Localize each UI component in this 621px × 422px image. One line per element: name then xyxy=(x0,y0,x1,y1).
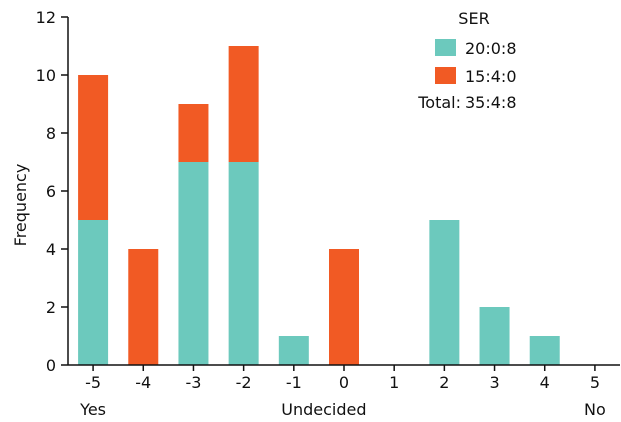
x-tick-label: -4 xyxy=(135,373,151,392)
bar--3-series-1 xyxy=(178,104,209,162)
bar-3-series-0 xyxy=(479,307,510,365)
x-tick-label: -2 xyxy=(236,373,252,392)
x-tick-label: 4 xyxy=(540,373,550,392)
x-annotation-undecided: Undecided xyxy=(281,400,366,419)
x-tick-label: -3 xyxy=(185,373,201,392)
legend-total-value: 35:4:8 xyxy=(465,93,517,112)
y-tick-label: 8 xyxy=(46,124,56,143)
bar-2-series-0 xyxy=(429,220,460,365)
x-tick-label: 5 xyxy=(590,373,600,392)
bar--1-series-0 xyxy=(278,336,309,365)
legend-label-15-4-0: 15:4:0 xyxy=(465,67,517,86)
bars-group xyxy=(78,46,560,365)
legend-total-label: Total: xyxy=(417,93,461,112)
x-axis-ticks: -5 -4 -3 -2 -1 0 1 2 3 4 5 xyxy=(85,365,600,392)
x-tick-label: -1 xyxy=(286,373,302,392)
bar--5-series-0 xyxy=(78,220,109,365)
legend: SER 20:0:8 15:4:0 Total: 35:4:8 xyxy=(417,9,516,112)
y-tick-label: 2 xyxy=(46,298,56,317)
legend-swatch-20-0-8 xyxy=(435,39,456,56)
y-axis-ticks: 0 2 4 6 8 10 12 xyxy=(36,8,68,375)
x-tick-label: 2 xyxy=(439,373,449,392)
x-tick-label: -5 xyxy=(85,373,101,392)
y-axis-title: Frequency xyxy=(11,164,30,247)
y-tick-label: 12 xyxy=(36,8,56,27)
legend-swatch-15-4-0 xyxy=(435,67,456,84)
bar--2-series-0 xyxy=(228,162,259,365)
y-tick-label: 10 xyxy=(36,66,56,85)
y-tick-label: 4 xyxy=(46,240,56,259)
x-annotation-no: No xyxy=(584,400,606,419)
x-tick-label: 0 xyxy=(339,373,349,392)
x-annotation-yes: Yes xyxy=(79,400,106,419)
bar--2-series-1 xyxy=(228,46,259,162)
y-tick-label: 0 xyxy=(46,356,56,375)
bar--4-series-1 xyxy=(128,249,159,365)
bar-0-series-1 xyxy=(329,249,359,365)
legend-title: SER xyxy=(458,9,489,28)
x-tick-label: 1 xyxy=(389,373,399,392)
y-tick-label: 6 xyxy=(46,182,56,201)
legend-label-20-0-8: 20:0:8 xyxy=(465,39,517,58)
bar--3-series-0 xyxy=(178,162,209,365)
x-tick-label: 3 xyxy=(489,373,499,392)
bar--5-series-1 xyxy=(78,75,109,220)
bar-4-series-0 xyxy=(529,336,560,365)
